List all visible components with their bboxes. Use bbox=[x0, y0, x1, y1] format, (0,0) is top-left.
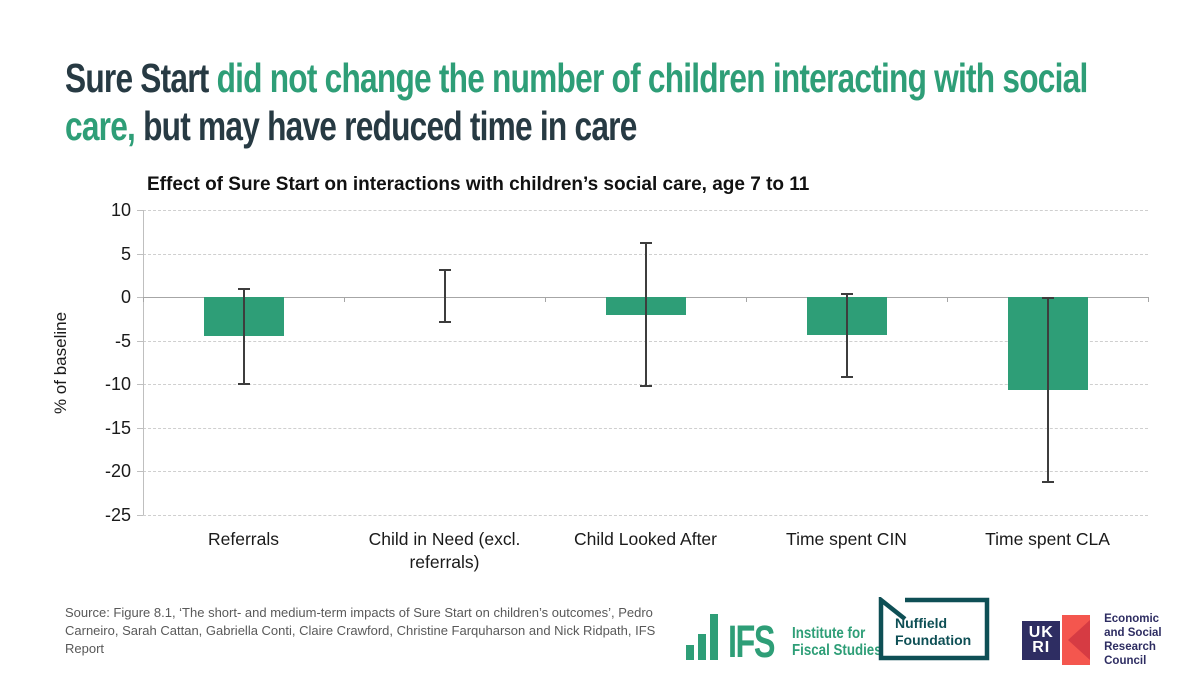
gridline bbox=[143, 515, 1148, 516]
y-tick-label: -25 bbox=[104, 505, 131, 525]
plot-area: 10 5 0 -5 -10 -15 -20 -25 Referrals Child in Need… bbox=[105, 200, 1149, 572]
error-bar-cap-bottom bbox=[438, 320, 451, 323]
ukri-arrow-triangle bbox=[1068, 620, 1091, 660]
x-axis-tick bbox=[1148, 297, 1149, 303]
error-bar-cap-top bbox=[840, 292, 853, 295]
ukri-letters-bottom: RI bbox=[1032, 639, 1051, 656]
ifs-logo: IFS Institute for Fiscal Studies bbox=[686, 613, 896, 667]
ifs-acronym: IFS bbox=[728, 616, 776, 667]
ifs-bar-chart-icon bbox=[686, 614, 722, 660]
error-bar bbox=[845, 293, 848, 378]
nuffield-foundation-logo: Nuffield Foundation bbox=[878, 595, 990, 666]
y-tick-label: 10 bbox=[110, 200, 131, 220]
slide-title-dark-2: but may have reduced time in care bbox=[135, 103, 637, 149]
ukri-council-line-3: Research Council bbox=[1104, 641, 1156, 667]
y-tick-label: 0 bbox=[120, 287, 131, 308]
error-bar bbox=[1046, 298, 1049, 482]
y-axis-tick bbox=[137, 427, 143, 429]
y-tick-label: -20 bbox=[104, 461, 131, 482]
y-tick-label: 5 bbox=[120, 243, 131, 264]
error-bar-cap-top bbox=[1041, 297, 1054, 299]
y-axis-line bbox=[143, 210, 144, 515]
error-bar-cap-top bbox=[438, 269, 451, 272]
ukri-council-line-2: and Social bbox=[1104, 627, 1162, 639]
y-axis-tick bbox=[137, 210, 143, 211]
ifs-name: Institute for Fiscal Studies bbox=[792, 625, 882, 660]
y-axis-tick bbox=[137, 384, 143, 386]
ukri-letters-top: UK bbox=[1028, 624, 1054, 641]
nuffield-text-line-1: Nuffield bbox=[895, 615, 947, 631]
x-axis-tick bbox=[545, 297, 546, 303]
gridline bbox=[143, 471, 1148, 473]
nuffield-text-line-2: Foundation bbox=[895, 632, 971, 648]
error-bar bbox=[644, 243, 647, 387]
y-axis-tick bbox=[137, 297, 143, 299]
error-bar-cap-bottom bbox=[840, 376, 853, 379]
y-axis-tick bbox=[137, 515, 143, 516]
ukri-arrow-icon bbox=[1062, 615, 1091, 665]
error-bar-cap-top bbox=[639, 242, 652, 245]
x-axis-tick bbox=[143, 297, 144, 303]
y-tick-label: -15 bbox=[104, 417, 131, 438]
ifs-name-line-2: Fiscal Studies bbox=[792, 642, 882, 659]
error-bar bbox=[242, 289, 245, 385]
source-note: Source: Figure 8.1, ‘The short- and medi… bbox=[65, 605, 656, 656]
y-axis-title: % of baseline bbox=[48, 210, 74, 515]
y-axis-tick bbox=[137, 340, 143, 342]
x-axis-label: Child Looked After bbox=[573, 529, 717, 549]
y-axis-title-text: % of baseline bbox=[51, 311, 71, 414]
error-bar-cap-bottom bbox=[1041, 480, 1054, 483]
nuffield-frame-icon: Nuffield Foundation bbox=[878, 595, 990, 661]
y-tick-label: -10 bbox=[104, 374, 131, 395]
x-axis-tick bbox=[344, 297, 345, 303]
x-axis-tick bbox=[947, 297, 948, 303]
gridline bbox=[143, 427, 1148, 429]
ukri-letters-icon: UK RI bbox=[1022, 620, 1061, 660]
x-axis-label: Time spent CIN bbox=[786, 529, 907, 549]
ukri-council-name: Economic and Social Research Council bbox=[1104, 612, 1200, 668]
chart-title: Effect of Sure Start on interactions wit… bbox=[147, 174, 810, 195]
slide-title-dark-1: Sure Start bbox=[65, 55, 217, 101]
error-bar-cap-bottom bbox=[639, 385, 652, 388]
y-axis-tick bbox=[137, 253, 143, 255]
ifs-bar-icon-3 bbox=[710, 614, 718, 660]
slide-title-green: did not change the number of children in… bbox=[65, 55, 1088, 149]
x-axis-label: Referrals bbox=[208, 529, 279, 549]
ukri-council-line-1: Economic bbox=[1104, 613, 1160, 625]
slide-title: Sure Start did not change the number of … bbox=[65, 54, 1115, 150]
gridline bbox=[143, 210, 1148, 211]
ifs-bar-icon-1 bbox=[686, 645, 694, 660]
ifs-name-line-1: Institute for bbox=[792, 625, 866, 642]
ifs-bar-icon-2 bbox=[698, 634, 706, 660]
x-axis-label: Time spent CLA bbox=[985, 529, 1110, 549]
x-axis-tick bbox=[746, 297, 747, 303]
ukri-logo: UK RI Economic and Social Research Counc… bbox=[1022, 612, 1200, 668]
x-axis-label: Child in Need (excl. referrals) bbox=[368, 529, 521, 572]
error-bar-cap-top bbox=[237, 288, 250, 291]
error-bar-cap-bottom bbox=[237, 383, 250, 386]
error-bar bbox=[443, 270, 446, 322]
y-tick-label: -5 bbox=[114, 330, 131, 351]
y-axis-tick bbox=[137, 471, 143, 473]
